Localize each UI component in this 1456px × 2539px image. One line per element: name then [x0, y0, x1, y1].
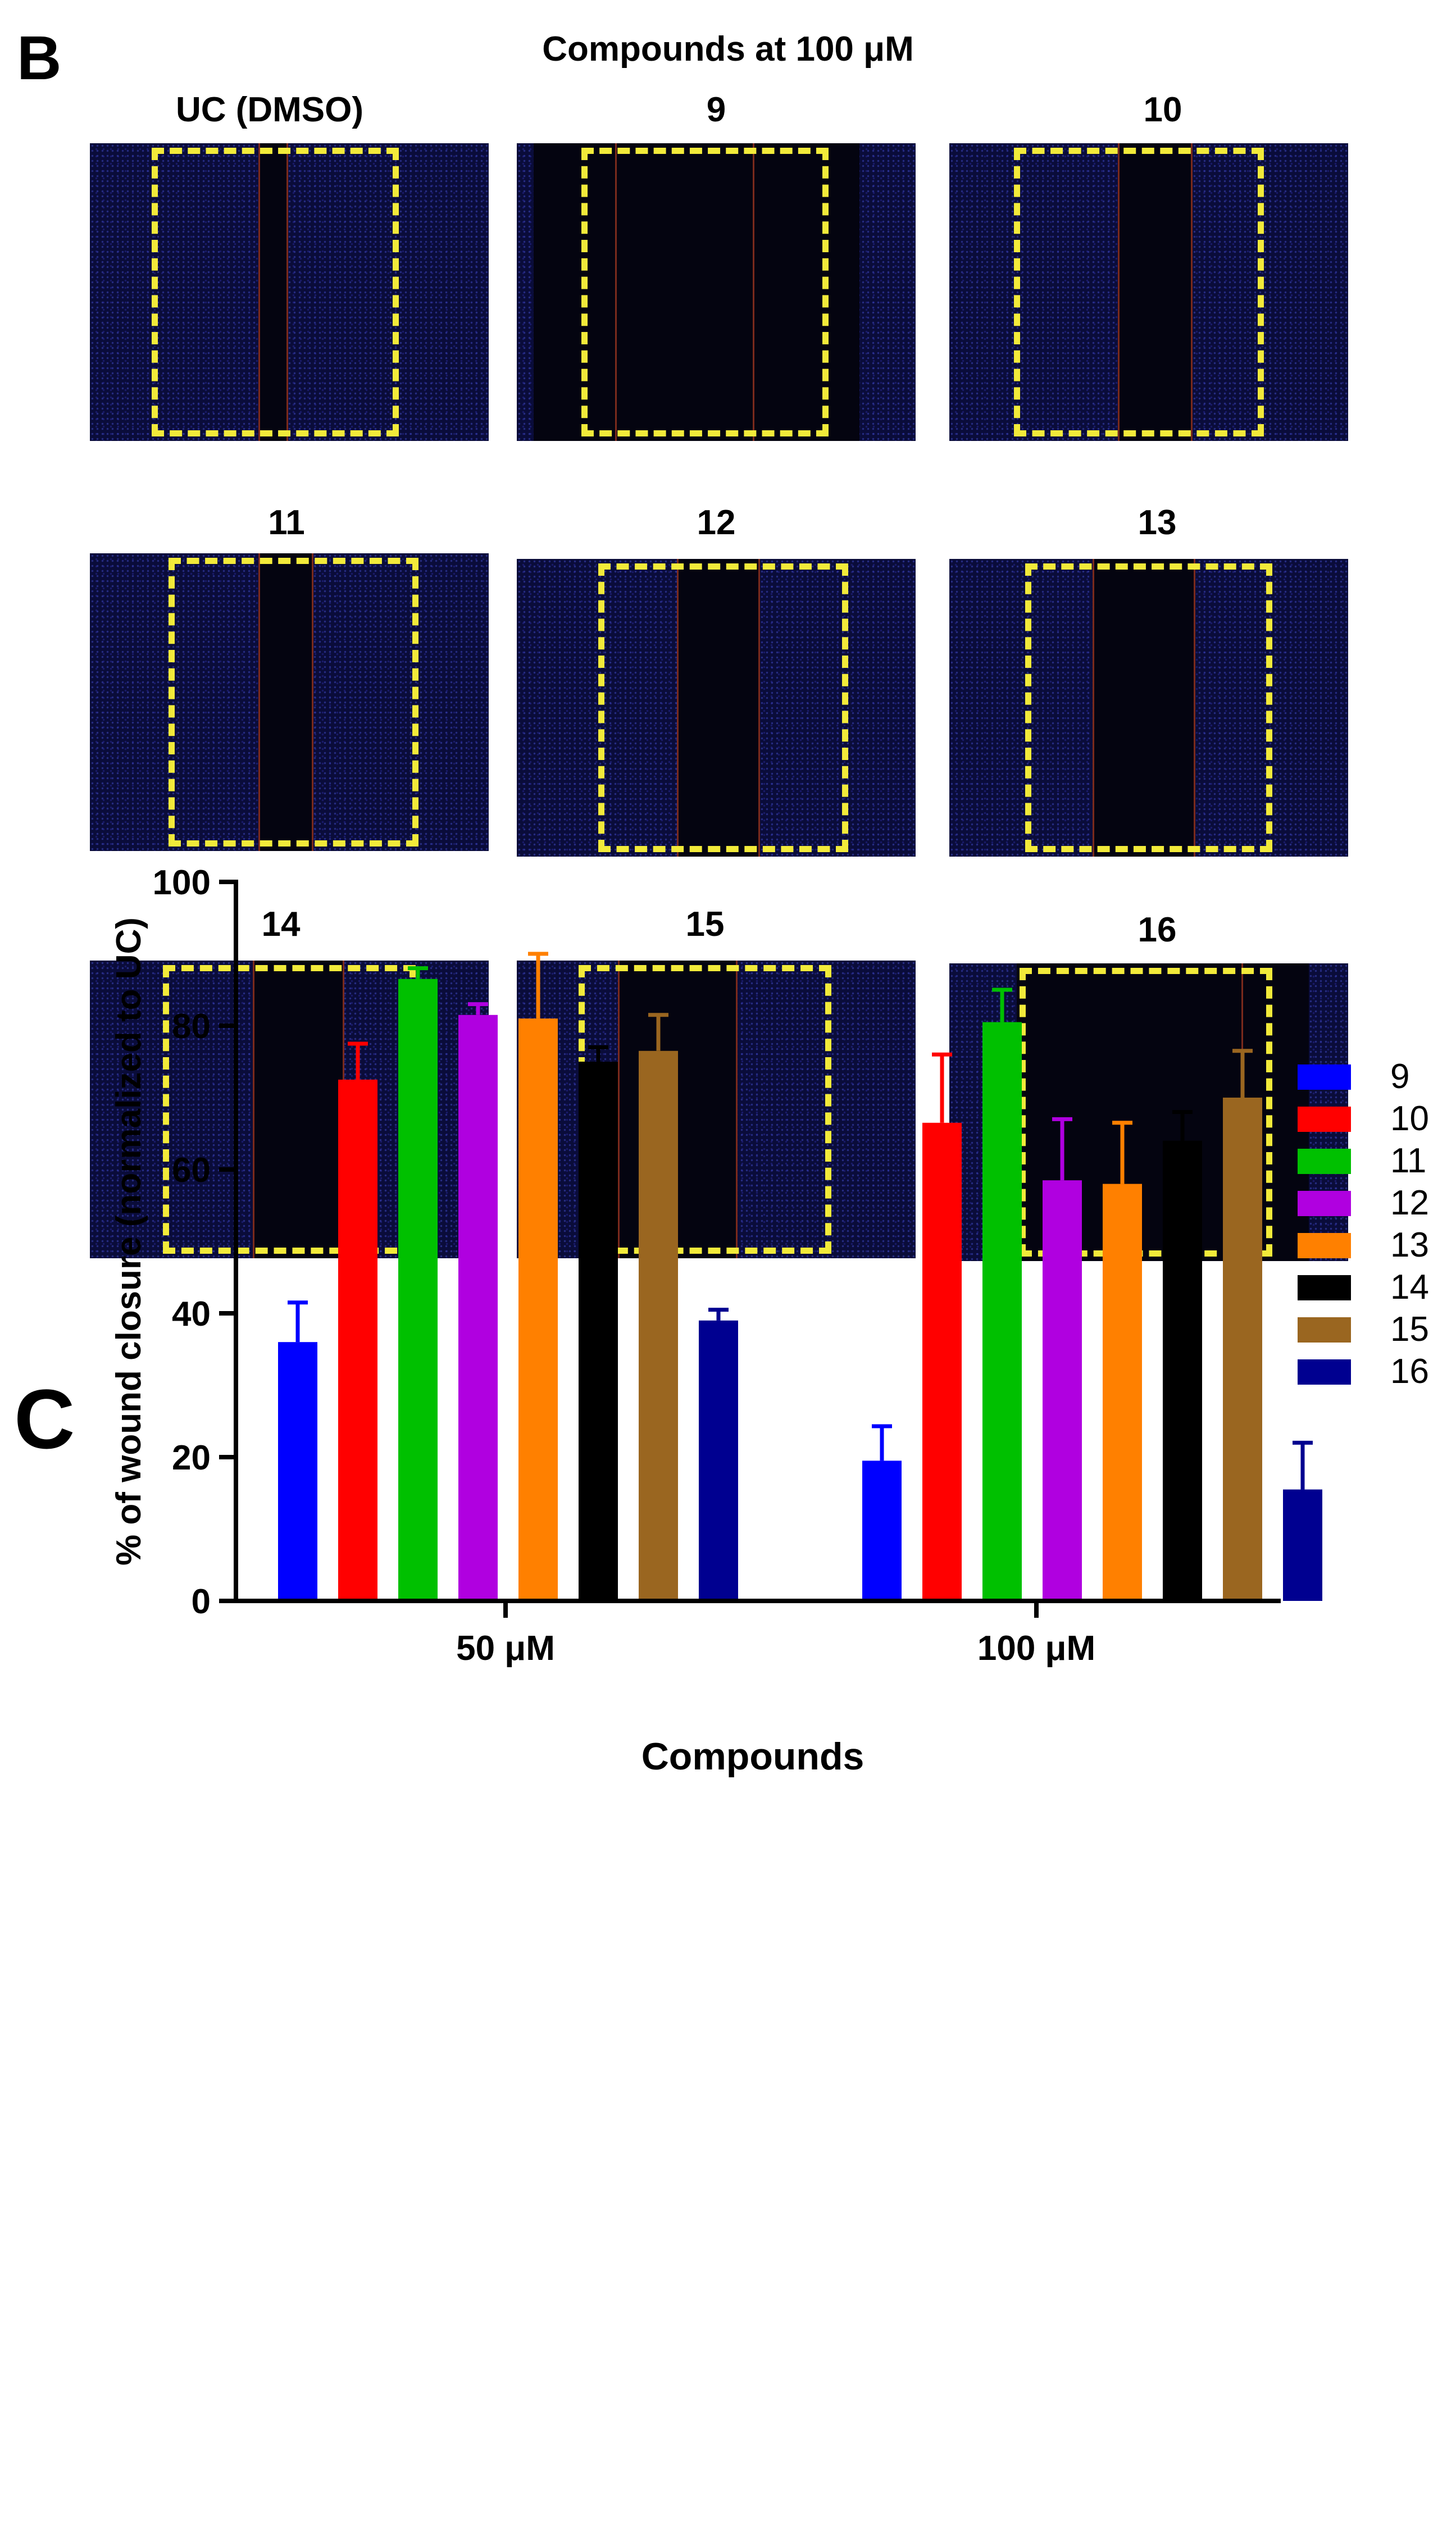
legend-swatch-11: [1298, 1149, 1351, 1174]
wound-roi-box: [169, 558, 418, 847]
y-tick-label-80: 80: [172, 1007, 211, 1046]
y-tick-label-100: 100: [153, 863, 211, 902]
bar-11-0: [398, 979, 438, 1601]
wound-roi-box: [1025, 563, 1272, 852]
bar-13-0: [518, 1018, 558, 1601]
legend-label-12: 12: [1390, 1184, 1429, 1222]
y-tick-label-0: 0: [192, 1582, 211, 1621]
bar-13-1: [1103, 1184, 1142, 1601]
micrograph-11: [90, 553, 489, 851]
legend-swatch-13: [1298, 1233, 1351, 1258]
bar-12-0: [458, 1014, 498, 1601]
micrograph-label-15: 15: [685, 905, 725, 944]
x-tick-label-0: 50 μM: [456, 1629, 555, 1668]
wound-roi-box: [581, 148, 829, 436]
bar-9-0: [278, 1342, 317, 1601]
bar-16-0: [699, 1320, 738, 1601]
x-tick-label-1: 100 μM: [977, 1629, 1095, 1668]
micrograph-label-14: 14: [261, 905, 301, 944]
y-tick-label-40: 40: [172, 1295, 211, 1334]
axes-group: 0 20 40 60 80 100 50 μM 100 μM Compounds % of wou…: [110, 863, 1281, 1778]
legend-swatch-16: [1298, 1359, 1351, 1385]
bar-14-1: [1163, 1140, 1202, 1601]
bars-group: [278, 952, 1322, 1601]
legend-label-13: 13: [1390, 1226, 1429, 1264]
panel-b-letter: B: [17, 24, 62, 93]
micrograph-9: [517, 143, 916, 441]
bar-12-1: [1043, 1180, 1082, 1601]
micrograph-10: [949, 143, 1348, 441]
bar-16-1: [1283, 1489, 1322, 1601]
y-axis-title: % of wound closure (normalized to UC): [110, 917, 148, 1566]
legend-swatch-14: [1298, 1275, 1351, 1300]
micrograph-12: [517, 559, 916, 857]
legend-label-10: 10: [1390, 1099, 1429, 1138]
panel-c-letter: C: [14, 1372, 75, 1466]
micrograph-label-13: 13: [1138, 503, 1177, 542]
micrograph-uc: [90, 143, 489, 441]
micrograph-label-uc: UC (DMSO): [175, 90, 364, 129]
micrograph-13: [949, 559, 1348, 857]
micrograph-16: [949, 963, 1348, 1261]
micrograph-label-11: 11: [268, 503, 305, 542]
legend-label-11: 11: [1390, 1141, 1426, 1180]
legend-label-16: 16: [1390, 1352, 1429, 1391]
y-tick-label-60: 60: [172, 1151, 211, 1190]
x-axis-title: Compounds: [641, 1735, 865, 1778]
micrograph-label-10: 10: [1143, 90, 1182, 129]
legend-swatch-10: [1298, 1107, 1351, 1132]
micrograph-label-12: 12: [697, 503, 736, 542]
wound-roi-box: [598, 563, 848, 852]
bar-11-1: [982, 1022, 1022, 1601]
legend-swatch-15: [1298, 1317, 1351, 1343]
wound-roi-box: [1020, 968, 1272, 1257]
bar-9-1: [862, 1460, 902, 1601]
legend-swatch-9: [1298, 1064, 1351, 1090]
legend-label-9: 9: [1390, 1057, 1409, 1096]
legend-swatch-12: [1298, 1191, 1351, 1216]
wound-roi-box: [1014, 148, 1264, 436]
bar-10-1: [922, 1122, 962, 1601]
bar-15-1: [1223, 1098, 1262, 1601]
bar-10-0: [338, 1080, 377, 1601]
micrograph-label-16: 16: [1138, 911, 1177, 949]
legend-label-15: 15: [1390, 1310, 1429, 1349]
micrograph-panel-title: Compounds at 100 μM: [542, 30, 914, 69]
wound-roi-box: [152, 148, 399, 436]
bar-14-0: [579, 1062, 618, 1601]
legend-label-14: 14: [1390, 1268, 1429, 1307]
bar-15-0: [639, 1050, 678, 1601]
micrograph-label-9: 9: [706, 90, 726, 129]
y-tick-label-20: 20: [172, 1439, 211, 1477]
